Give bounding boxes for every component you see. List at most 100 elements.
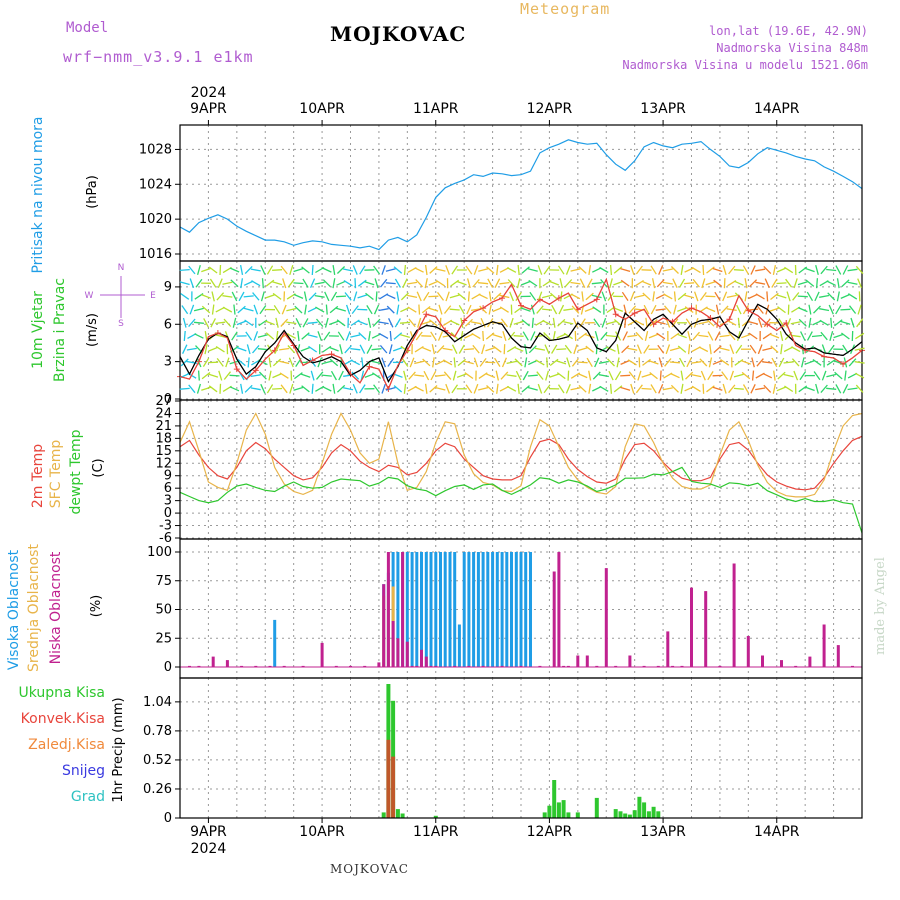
wind-arrow: [479, 305, 488, 314]
cloud-bar: [405, 552, 409, 667]
wind-arrow: [644, 330, 649, 342]
wind-arrow: [257, 334, 268, 338]
wind-arrow: [685, 371, 694, 380]
cloud-ytick-label: 25: [155, 631, 172, 646]
wind-arrow: [301, 385, 310, 393]
wind-arrow: [847, 387, 858, 391]
wind-arrow: [400, 306, 410, 313]
wind-arrow: [645, 317, 648, 328]
wind-arrow: [755, 281, 766, 285]
bottom-day-label: 13APR: [640, 824, 686, 840]
wind-arrow: [316, 371, 324, 380]
wind-arrow: [527, 386, 538, 391]
wind-arrow: [673, 291, 677, 302]
wind-arrow: [500, 371, 509, 380]
precip-bar: [656, 811, 661, 818]
cloud-ytick-label: 0: [164, 660, 172, 675]
wind-arrow: [311, 264, 314, 276]
wind-arrow: [712, 359, 723, 365]
wind-arrow: [635, 331, 644, 341]
wind-arrow: [435, 279, 446, 287]
wind-arrow: [293, 386, 304, 391]
wind-arrow: [367, 317, 372, 328]
wind-arrow: [310, 278, 316, 289]
wind-arrow: [543, 331, 551, 341]
wind-arrow: [552, 330, 556, 342]
wind-arrow: [406, 281, 418, 285]
cloud-bar: [562, 665, 566, 667]
wind-arrow: [650, 265, 657, 275]
wind-arrow: [247, 357, 250, 368]
precip-bar: [651, 806, 656, 818]
wind-arrow: [231, 291, 238, 302]
cloud-bar: [510, 552, 513, 667]
wind-arrow: [677, 292, 687, 301]
wind-arrow: [243, 295, 254, 298]
wind-arrow: [643, 304, 650, 315]
precip-bar: [575, 812, 580, 818]
wind-arrow: [584, 307, 595, 313]
cloud-bar: [211, 656, 215, 667]
precip-bar: [395, 809, 400, 818]
wind-arrow: [314, 281, 325, 285]
cloud-bar: [671, 665, 675, 667]
wind-arrow: [677, 333, 687, 339]
wind-arrow: [815, 383, 819, 394]
wind-arrow: [388, 344, 393, 355]
wind-arrow: [819, 294, 830, 298]
wind-arrow: [463, 360, 474, 365]
wind-arrow: [302, 318, 309, 328]
wind-arrow: [215, 306, 225, 313]
cloud-bar: [457, 624, 461, 667]
temperature-ytick-label: 12: [155, 456, 172, 471]
wind-arrow: [237, 358, 246, 367]
wind-arrow: [266, 384, 274, 394]
wind-arrow: [272, 281, 283, 286]
wind-arrow: [394, 278, 401, 288]
wind-arrow: [229, 267, 240, 273]
wind-arrow: [742, 304, 749, 315]
top-day-label: 9APR: [190, 101, 227, 117]
wind-arrow: [487, 278, 494, 288]
wind-arrow: [757, 344, 763, 355]
wind-arrow: [669, 347, 680, 352]
wind-arrow: [522, 331, 529, 341]
precip-bar: [632, 810, 637, 818]
wind-arrow: [641, 280, 652, 286]
precip-legend-label: Zaledj.Kisa: [28, 737, 105, 753]
precip-units-label: 1hr Precip (mm): [111, 697, 126, 802]
wind-arrow: [352, 265, 358, 275]
wind-arrow: [295, 318, 302, 328]
wind-arrow: [658, 265, 664, 275]
wind-arrow: [261, 278, 264, 289]
cloud-bar: [761, 655, 764, 667]
wind-arrow: [662, 281, 673, 285]
wind-arrow: [762, 361, 773, 364]
wind-arrow: [350, 347, 361, 351]
cloud-bar: [519, 665, 523, 667]
wind-arrow: [219, 383, 222, 394]
wind-arrow: [712, 267, 723, 273]
wind-arrow: [364, 373, 375, 379]
precip-ytick-label: 0.78: [143, 724, 172, 739]
wind-arrow: [472, 344, 480, 354]
wind-arrow: [577, 361, 588, 364]
wind-arrow: [521, 385, 530, 393]
wind-arrow: [272, 269, 283, 271]
wind-arrow: [432, 357, 435, 368]
wind-arrow: [429, 266, 438, 274]
wind-arrow: [543, 384, 551, 394]
wind-arrow: [435, 268, 446, 272]
wind-arrow: [546, 357, 549, 368]
wind-arrow: [430, 331, 437, 341]
wind-arrow: [216, 358, 224, 367]
temperature-ytick-label: 9: [164, 469, 172, 484]
wind-arrow: [524, 344, 528, 355]
wind-arrow: [700, 370, 706, 381]
cloud-bar: [628, 655, 632, 667]
wind-arrow: [300, 373, 311, 378]
wind-arrow: [628, 305, 637, 314]
precip-bar: [627, 814, 632, 818]
wind-arrow: [371, 348, 382, 351]
